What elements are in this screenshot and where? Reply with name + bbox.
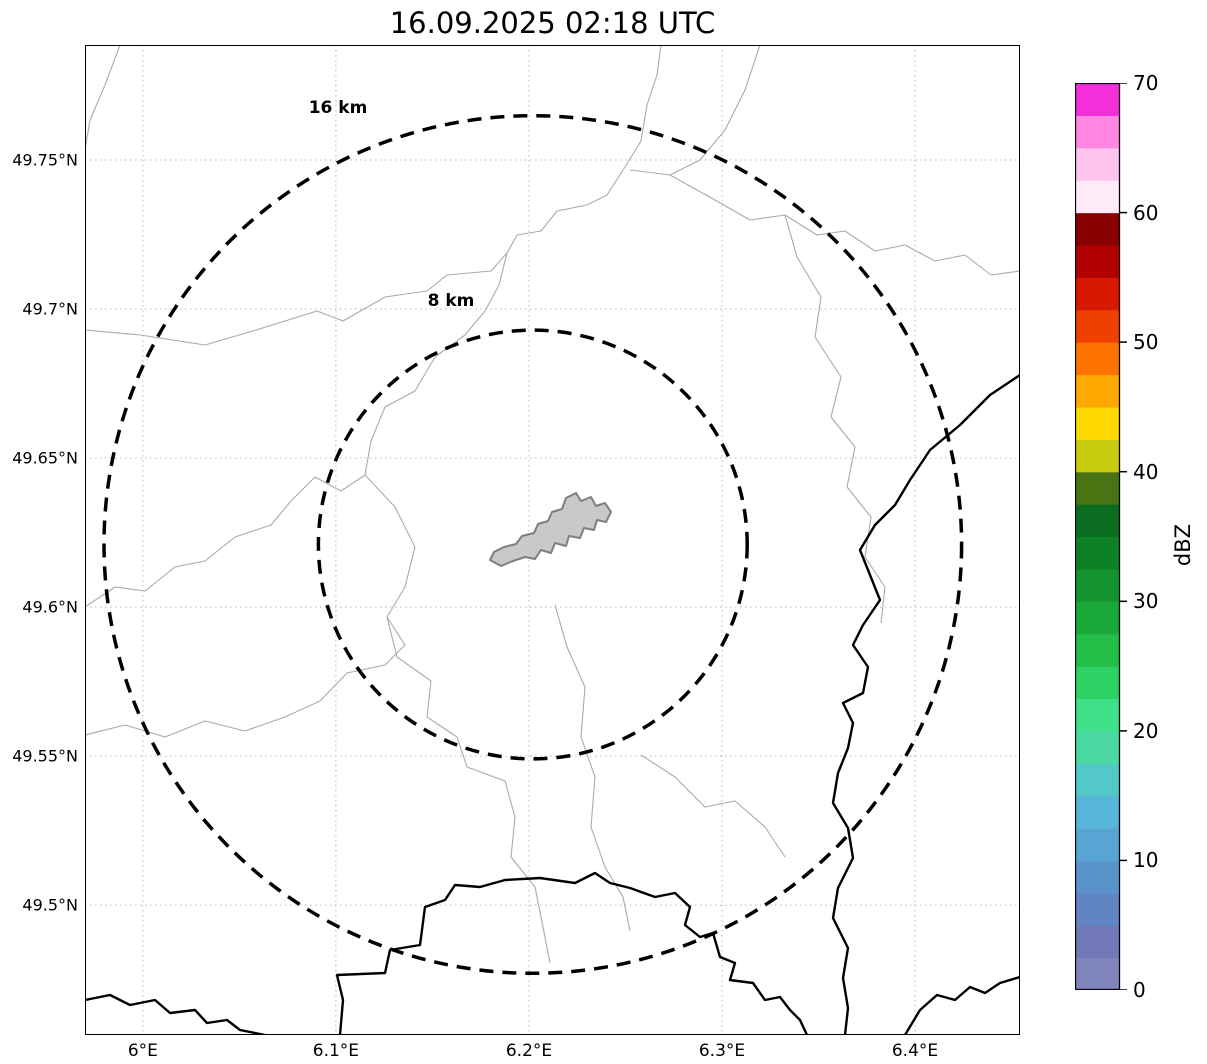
y-tick-label: 49.5°N bbox=[22, 895, 78, 915]
admin-boundary-line bbox=[629, 46, 761, 176]
admin-boundary-line bbox=[784, 214, 886, 624]
y-tick-label: 49.55°N bbox=[12, 746, 78, 766]
colorbar-frame bbox=[1074, 82, 1121, 991]
colorbar-segment bbox=[1075, 795, 1120, 829]
colorbar-segment bbox=[1075, 828, 1120, 862]
colorbar-segment bbox=[1075, 633, 1120, 667]
colorbar-segment bbox=[1075, 763, 1120, 797]
colorbar-segment bbox=[1075, 244, 1120, 278]
colorbar-tick-label: 50 bbox=[1133, 330, 1159, 355]
colorbar-tick-label: 60 bbox=[1133, 200, 1159, 225]
x-tick-label: 6°E bbox=[127, 1041, 158, 1061]
country-border-line bbox=[335, 871, 808, 1034]
colorbar-segment bbox=[1075, 536, 1120, 570]
colorbar-segment bbox=[1075, 115, 1120, 149]
colorbar bbox=[1074, 82, 1128, 991]
admin-boundary-line bbox=[640, 754, 786, 858]
colorbar-tick-label: 30 bbox=[1133, 589, 1159, 614]
colorbar-tick-labels: 0 10 20 30 40 50 60 70 bbox=[1133, 71, 1193, 1002]
y-tick-label: 49.7°N bbox=[22, 299, 78, 319]
colorbar-segment bbox=[1075, 180, 1120, 214]
x-axis: 6°E 6.1°E 6.2°E 6.3°E 6.4°E bbox=[85, 1041, 1020, 1063]
plot-title: 16.09.2025 02:18 UTC bbox=[389, 6, 716, 40]
range-ring-label-8km: 8 km bbox=[427, 291, 475, 311]
admin-boundary-line bbox=[319, 616, 406, 702]
country-border-line bbox=[86, 993, 266, 1034]
colorbar-segment bbox=[1075, 568, 1120, 602]
colorbar-segment bbox=[1075, 892, 1120, 926]
x-tick-label: 6.3°E bbox=[698, 1041, 746, 1061]
colorbar-segment bbox=[1075, 342, 1120, 376]
x-tick-label: 6.1°E bbox=[312, 1041, 360, 1061]
colorbar-tick-label: 10 bbox=[1133, 848, 1159, 873]
admin-boundary-line bbox=[364, 474, 551, 964]
colorbar-segment bbox=[1075, 471, 1120, 505]
colorbar-canvas bbox=[1074, 82, 1127, 991]
colorbar-tick-label: 40 bbox=[1133, 459, 1159, 484]
y-tick-label: 49.65°N bbox=[12, 448, 78, 468]
map-panel: 8 km 16 km bbox=[85, 45, 1020, 1035]
colorbar-segment bbox=[1075, 147, 1120, 181]
colorbar-segment bbox=[1075, 439, 1120, 473]
admin-boundary-line bbox=[86, 252, 508, 607]
colorbar-segment bbox=[1075, 309, 1120, 343]
colorbar-tick-label: 20 bbox=[1133, 718, 1159, 743]
x-tick-label: 6.4°E bbox=[891, 1041, 939, 1061]
admin-boundary-line bbox=[86, 46, 662, 346]
y-tick-label: 49.75°N bbox=[12, 150, 78, 170]
admin-boundary-line bbox=[86, 700, 321, 738]
colorbar-segment bbox=[1075, 601, 1120, 635]
colorbar-segment bbox=[1075, 504, 1120, 538]
colorbar-segment bbox=[1075, 957, 1120, 991]
city-area-polygon bbox=[489, 492, 612, 567]
colorbar-segment bbox=[1075, 406, 1120, 440]
admin-boundary-line bbox=[669, 174, 1019, 276]
colorbar-axis-label: dBZ bbox=[1171, 523, 1195, 567]
x-tick-label: 6.2°E bbox=[505, 1041, 553, 1061]
colorbar-segment bbox=[1075, 698, 1120, 732]
colorbar-segment bbox=[1075, 277, 1120, 311]
colorbar-segment bbox=[1075, 374, 1120, 408]
colorbar-segment bbox=[1075, 212, 1120, 246]
colorbar-segment bbox=[1075, 730, 1120, 764]
map-canvas bbox=[86, 46, 1019, 1034]
colorbar-segment bbox=[1075, 666, 1120, 700]
colorbar-segment bbox=[1075, 925, 1120, 959]
colorbar-segment bbox=[1075, 860, 1120, 894]
range-ring-16km bbox=[102, 113, 964, 976]
admin-boundary-line bbox=[554, 604, 631, 932]
colorbar-segment bbox=[1075, 83, 1120, 116]
range-ring-label-16km: 16 km bbox=[308, 98, 368, 118]
range-ring-8km bbox=[316, 328, 749, 761]
y-tick-label: 49.6°N bbox=[22, 597, 78, 617]
country-border-line bbox=[831, 374, 1019, 1034]
admin-boundary-line bbox=[86, 46, 121, 148]
y-axis: 49.75°N 49.7°N 49.65°N 49.6°N 49.55°N 49.5°N bbox=[0, 45, 78, 1035]
colorbar-tick-label: 70 bbox=[1133, 71, 1159, 95]
colorbar-tick-label: 0 bbox=[1133, 978, 1146, 1002]
country-border-line bbox=[904, 976, 1019, 1034]
